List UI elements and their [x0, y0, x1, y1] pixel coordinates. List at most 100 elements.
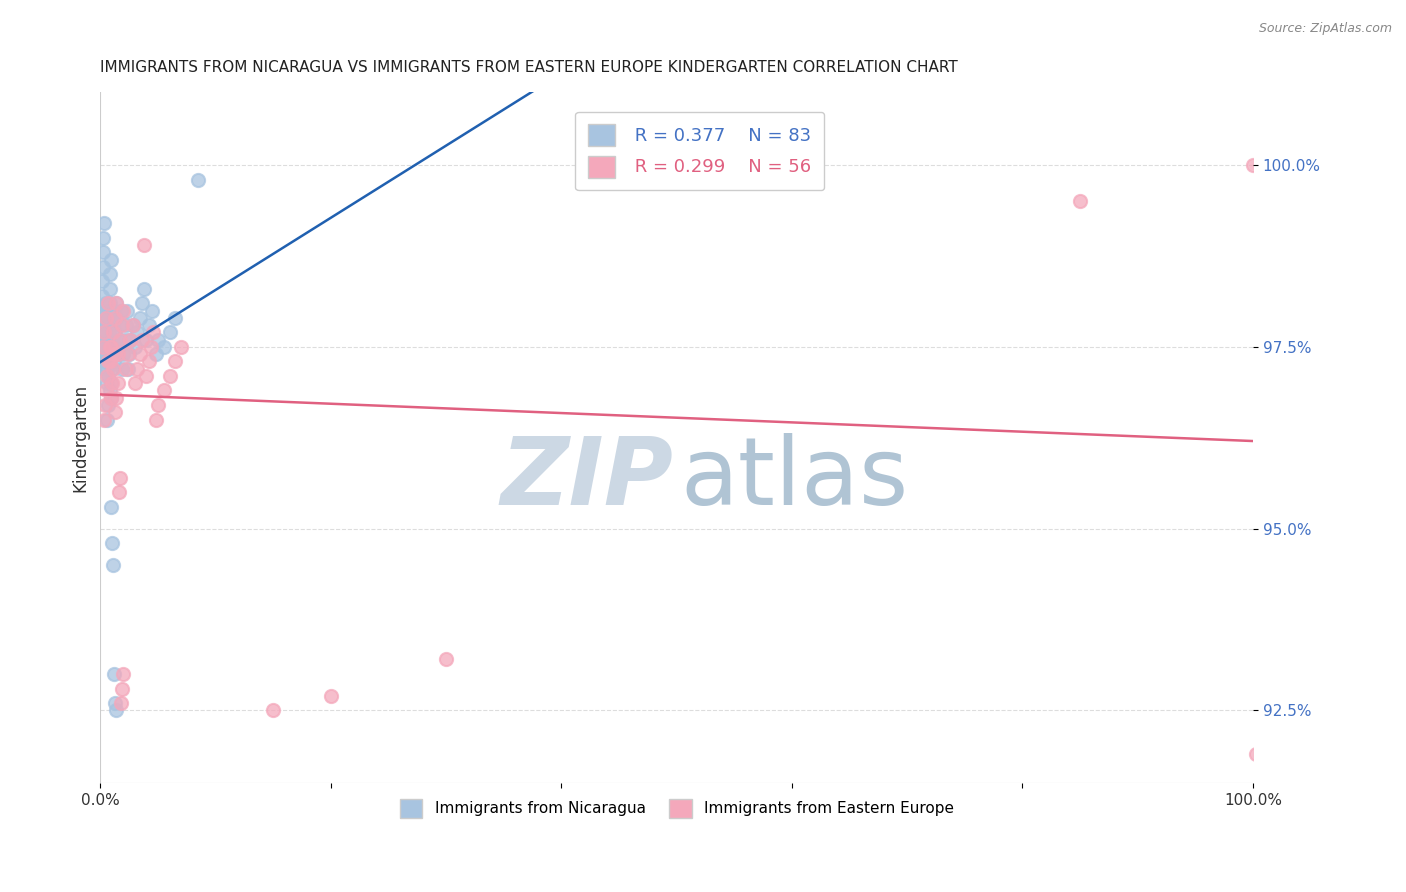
Point — [96, 333, 118, 347]
Point — [100, 391, 122, 405]
Point — [97, 354, 120, 368]
Point — [114, 361, 136, 376]
Text: ZIP: ZIP — [501, 434, 673, 525]
Point — [101, 326, 124, 340]
Point — [117, 347, 139, 361]
Point — [93, 216, 115, 230]
Point — [97, 398, 120, 412]
Point — [108, 333, 131, 347]
Point — [94, 340, 117, 354]
Point — [104, 340, 127, 354]
Point — [105, 391, 128, 405]
Point — [127, 361, 149, 376]
Point — [319, 689, 342, 703]
Point — [107, 485, 129, 500]
Point — [100, 340, 122, 354]
Point — [100, 252, 122, 267]
Point — [100, 391, 122, 405]
Point — [159, 326, 181, 340]
Point — [110, 303, 132, 318]
Point — [110, 696, 132, 710]
Point — [98, 296, 121, 310]
Point — [159, 368, 181, 383]
Point — [107, 347, 129, 361]
Point — [94, 398, 117, 412]
Point — [103, 347, 125, 361]
Point — [96, 361, 118, 376]
Point — [94, 310, 117, 325]
Point — [98, 282, 121, 296]
Point — [146, 398, 169, 412]
Point — [108, 471, 131, 485]
Point — [98, 354, 121, 368]
Point — [165, 354, 187, 368]
Point — [101, 361, 124, 376]
Point — [101, 376, 124, 391]
Point — [141, 303, 163, 318]
Text: IMMIGRANTS FROM NICARAGUA VS IMMIGRANTS FROM EASTERN EUROPE KINDERGARTEN CORRELA: IMMIGRANTS FROM NICARAGUA VS IMMIGRANTS … — [100, 60, 957, 75]
Point — [97, 318, 120, 332]
Point — [1069, 194, 1091, 209]
Point — [434, 652, 457, 666]
Point — [124, 340, 146, 354]
Point — [90, 333, 112, 347]
Point — [115, 303, 138, 318]
Point — [131, 296, 153, 310]
Point — [101, 333, 124, 347]
Point — [145, 347, 167, 361]
Point — [117, 361, 139, 376]
Point — [97, 354, 120, 368]
Text: Source: ZipAtlas.com: Source: ZipAtlas.com — [1258, 22, 1392, 36]
Point — [97, 368, 120, 383]
Point — [91, 275, 114, 289]
Point — [101, 347, 124, 361]
Point — [96, 368, 118, 383]
Point — [94, 303, 117, 318]
Point — [91, 340, 114, 354]
Point — [121, 318, 143, 332]
Point — [91, 231, 114, 245]
Point — [107, 376, 129, 391]
Point — [105, 703, 128, 717]
Point — [105, 296, 128, 310]
Point — [94, 354, 117, 368]
Point — [90, 318, 112, 332]
Legend: Immigrants from Nicaragua, Immigrants from Eastern Europe: Immigrants from Nicaragua, Immigrants fr… — [394, 793, 960, 823]
Point — [98, 340, 121, 354]
Point — [1241, 158, 1264, 172]
Point — [111, 318, 134, 332]
Point — [138, 354, 160, 368]
Point — [101, 536, 124, 550]
Point — [128, 310, 150, 325]
Point — [127, 326, 149, 340]
Point — [93, 361, 115, 376]
Point — [131, 333, 153, 347]
Point — [146, 333, 169, 347]
Point — [103, 303, 125, 318]
Point — [105, 296, 128, 310]
Point — [107, 333, 129, 347]
Point — [121, 318, 143, 332]
Point — [98, 384, 121, 398]
Point — [93, 318, 115, 332]
Point — [100, 376, 122, 391]
Point — [114, 318, 136, 332]
Point — [104, 310, 127, 325]
Point — [94, 310, 117, 325]
Point — [134, 238, 156, 252]
Point — [103, 667, 125, 681]
Point — [112, 667, 135, 681]
Point — [111, 681, 134, 696]
Point — [93, 326, 115, 340]
Point — [1246, 747, 1268, 761]
Point — [98, 310, 121, 325]
Point — [128, 347, 150, 361]
Point — [187, 172, 209, 186]
Point — [165, 310, 187, 325]
Point — [112, 347, 135, 361]
Point — [114, 333, 136, 347]
Point — [93, 333, 115, 347]
Point — [100, 361, 122, 376]
Point — [100, 500, 122, 514]
Point — [135, 368, 157, 383]
